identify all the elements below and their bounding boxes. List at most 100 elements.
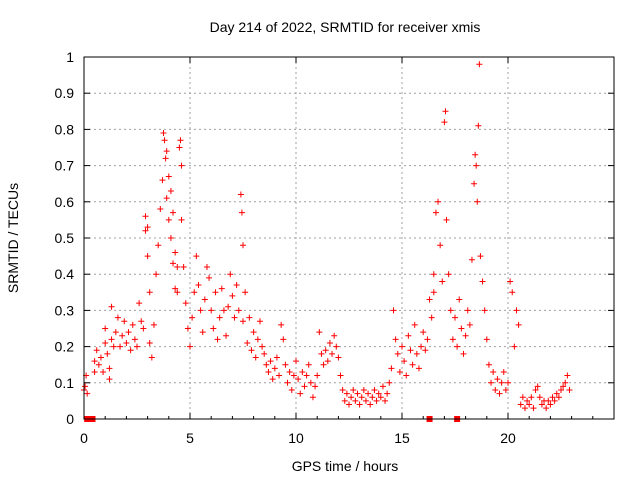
data-point	[155, 242, 162, 249]
data-point	[538, 401, 545, 408]
data-point	[430, 289, 437, 296]
data-point	[358, 394, 365, 401]
data-point	[142, 213, 149, 220]
data-point	[492, 387, 499, 394]
data-point	[346, 401, 352, 408]
data-point	[377, 394, 384, 401]
data-point	[208, 307, 215, 314]
data-point	[223, 332, 230, 339]
y-tick-label: 0.6	[55, 194, 75, 210]
data-point	[566, 387, 573, 394]
data-point	[252, 354, 259, 361]
data-point	[356, 401, 363, 408]
data-point	[371, 387, 378, 394]
data-point	[261, 350, 268, 357]
data-point	[474, 198, 481, 205]
data-point	[290, 372, 297, 379]
data-point	[295, 376, 302, 383]
data-point	[206, 274, 213, 281]
data-point	[439, 278, 446, 285]
data-points	[81, 61, 573, 412]
data-point	[413, 350, 420, 357]
data-point	[441, 119, 448, 126]
data-point	[136, 300, 143, 307]
data-point	[267, 358, 274, 365]
y-tick-label: 0.4	[55, 266, 75, 282]
data-point	[460, 350, 467, 357]
data-point	[146, 289, 153, 296]
data-point	[106, 376, 113, 383]
data-point	[303, 372, 310, 379]
data-point	[167, 235, 174, 241]
data-point	[443, 216, 450, 223]
data-point	[114, 314, 121, 321]
data-point	[309, 394, 316, 401]
data-point	[424, 336, 431, 343]
data-point	[165, 173, 172, 180]
data-point	[352, 397, 359, 404]
data-point	[365, 390, 372, 397]
data-point	[477, 253, 484, 260]
data-point	[532, 387, 539, 394]
data-point	[505, 379, 511, 386]
data-point	[178, 216, 185, 223]
data-point	[373, 397, 380, 404]
data-point	[312, 383, 319, 390]
data-point	[108, 336, 115, 343]
data-point	[91, 358, 98, 365]
data-point	[153, 271, 160, 278]
data-point	[233, 282, 240, 289]
data-point	[468, 256, 475, 263]
data-point	[388, 365, 395, 372]
data-point	[112, 329, 119, 336]
data-point	[162, 155, 169, 162]
data-point	[195, 282, 202, 289]
data-point	[314, 372, 321, 379]
y-tick-label: 0.7	[55, 158, 75, 174]
data-point	[435, 198, 442, 205]
data-point	[500, 368, 507, 375]
data-point	[210, 325, 217, 332]
x-tick-label: 5	[186, 430, 194, 446]
data-point	[462, 332, 469, 339]
data-point	[558, 387, 564, 394]
data-point	[146, 339, 153, 346]
data-point	[278, 321, 285, 328]
data-point	[409, 361, 416, 368]
data-point	[432, 209, 439, 216]
data-point	[108, 303, 115, 310]
data-point	[449, 336, 456, 343]
data-point	[82, 383, 89, 390]
data-point	[348, 394, 355, 401]
data-point	[100, 368, 107, 375]
data-point	[362, 397, 369, 404]
data-point	[464, 307, 471, 314]
data-point	[299, 368, 306, 375]
data-point	[144, 224, 151, 231]
data-point	[97, 354, 104, 361]
data-point	[547, 401, 554, 408]
data-point	[488, 379, 495, 386]
data-point	[411, 321, 418, 328]
data-point	[350, 387, 357, 394]
data-point	[288, 387, 295, 394]
data-point	[528, 394, 535, 401]
data-point	[507, 278, 514, 285]
data-point	[555, 394, 562, 401]
data-point	[452, 314, 458, 321]
data-point	[84, 390, 91, 397]
data-point	[284, 379, 291, 386]
data-point	[430, 271, 437, 278]
data-point	[392, 336, 399, 343]
data-point	[244, 339, 251, 346]
data-point	[384, 390, 391, 397]
data-point	[490, 368, 497, 375]
y-tick-label: 1	[66, 49, 74, 65]
data-point	[473, 162, 480, 169]
data-point	[161, 137, 168, 144]
data-point	[476, 61, 483, 68]
x-tick-label: 0	[80, 430, 88, 446]
data-point	[329, 350, 336, 357]
data-point	[562, 379, 569, 386]
